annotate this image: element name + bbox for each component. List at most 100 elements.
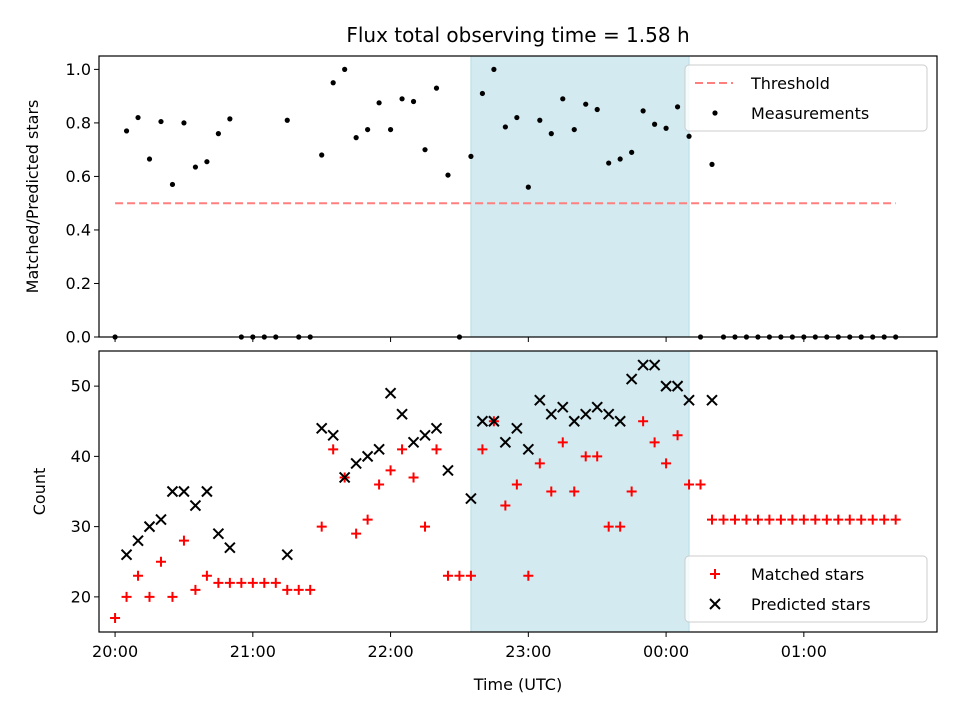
measurement-point <box>594 106 600 113</box>
matched-star-marker <box>580 451 591 462</box>
matched-star-marker <box>190 584 201 595</box>
matched-star-marker <box>259 577 270 588</box>
bottom-legend: Matched stars Predicted stars <box>684 555 928 623</box>
y-tick-label: 0.6 <box>66 167 91 186</box>
matched-star-marker <box>638 416 649 427</box>
x-tick-label: 22:00 <box>368 642 414 661</box>
matched-star-marker <box>397 444 408 455</box>
measurement-point <box>387 126 394 133</box>
matched-star-marker <box>167 591 178 602</box>
measurement-point <box>158 118 164 125</box>
measurement-point <box>410 98 417 105</box>
measurement-point <box>629 149 635 155</box>
measurement-point <box>525 184 531 190</box>
predicted-star-marker <box>143 520 156 533</box>
measurement-point <box>479 90 486 97</box>
legend-measurement-swatch <box>712 110 718 116</box>
matched-star-marker <box>408 472 419 483</box>
measurement-point <box>365 126 371 133</box>
legend-box <box>684 64 928 132</box>
predicted-star-marker <box>591 401 603 413</box>
measurement-point <box>674 104 681 110</box>
bottom-axes-frame <box>98 350 938 633</box>
predicted-star-marker <box>327 429 339 442</box>
x-axis-label: Time (UTC) <box>473 675 562 694</box>
matched-star-marker <box>856 514 867 525</box>
measurement-point <box>663 125 669 131</box>
matched-star-marker <box>684 479 695 490</box>
measurement-point <box>548 131 554 137</box>
legend-label: Predicted stars <box>751 595 871 614</box>
legend-label: Measurements <box>751 104 869 123</box>
measurement-point <box>353 135 359 141</box>
matched-star-marker <box>615 521 626 532</box>
matched-star-marker <box>133 570 144 581</box>
predicted-star-marker <box>648 359 661 371</box>
matched-star-marker <box>282 584 293 595</box>
bottom-panel: 20 30 40 50 20:00 21:00 22:00 23:00 00:00 01:00 C… <box>30 350 938 694</box>
matched-star-marker <box>672 430 683 441</box>
matched-star-marker <box>890 514 901 525</box>
matched-star-marker <box>626 486 637 497</box>
y-tick-label: 50 <box>71 377 91 396</box>
matched-star-marker <box>603 521 614 532</box>
measurement-point <box>686 133 692 139</box>
matched-star-marker <box>557 437 568 448</box>
predicted-star-marker <box>602 408 615 420</box>
matched-star-marker <box>821 514 832 525</box>
predicted-star-marker <box>361 450 374 463</box>
measurement-point <box>468 153 474 159</box>
matched-star-marker <box>224 577 235 588</box>
predicted-star-marker <box>476 415 489 427</box>
predicted-star-marker <box>350 457 362 470</box>
predicted-star-marker <box>384 387 397 399</box>
measurement-point <box>227 116 233 122</box>
predicted-star-marker <box>419 429 431 442</box>
y-tick-label: 0.2 <box>66 274 91 293</box>
matched-star-marker <box>121 591 132 602</box>
predicted-star-marker <box>120 549 133 561</box>
measurement-point <box>342 66 348 72</box>
matched-star-marker <box>420 521 431 532</box>
predicted-star-marker <box>511 422 523 434</box>
matched-star-marker <box>374 479 385 490</box>
top-ticks: 0.0 0.2 0.4 0.6 0.8 1.0 <box>66 60 805 347</box>
matched-star-marker <box>546 486 557 497</box>
predicted-star-marker <box>201 485 213 498</box>
predicted-star-marker <box>442 464 454 477</box>
matched-star-marker <box>741 514 752 525</box>
matched-star-marker <box>569 486 580 497</box>
matched-star-marker <box>293 584 304 595</box>
measurement-point <box>617 156 623 162</box>
measurement-point <box>445 172 451 178</box>
matched-star-marker <box>236 577 247 588</box>
predicted-star-marker <box>155 513 167 526</box>
predicted-star-marker <box>660 380 672 392</box>
measurement-point <box>376 100 382 106</box>
y-tick-label: 40 <box>71 447 91 466</box>
predicted-star-marker <box>499 436 512 449</box>
measurement-point <box>583 101 589 107</box>
matched-star-marker <box>810 514 821 525</box>
measurement-point <box>491 66 497 72</box>
matched-star-marker <box>661 458 672 469</box>
predicted-star-marker <box>522 443 535 456</box>
measurement-point <box>123 128 130 134</box>
measurement-point <box>399 96 405 102</box>
predicted-star-marker <box>488 415 500 427</box>
bottom-y-axis-label: Count <box>30 468 49 516</box>
legend-label: Matched stars <box>751 565 864 584</box>
measurement-point <box>606 160 612 166</box>
predicted-star-marker <box>373 443 385 456</box>
predicted-star-marker <box>545 408 557 420</box>
measurement-point <box>640 108 646 114</box>
matched-star-marker <box>833 514 844 525</box>
matched-star-marker <box>178 535 189 546</box>
matched-star-marker <box>305 584 316 595</box>
measurement-point <box>192 164 199 170</box>
predicted-star-marker <box>407 436 420 449</box>
matched-star-marker <box>155 556 166 567</box>
x-tick-label: 23:00 <box>505 642 551 661</box>
matched-star-marker <box>787 514 798 525</box>
matched-star-marker <box>534 458 545 469</box>
